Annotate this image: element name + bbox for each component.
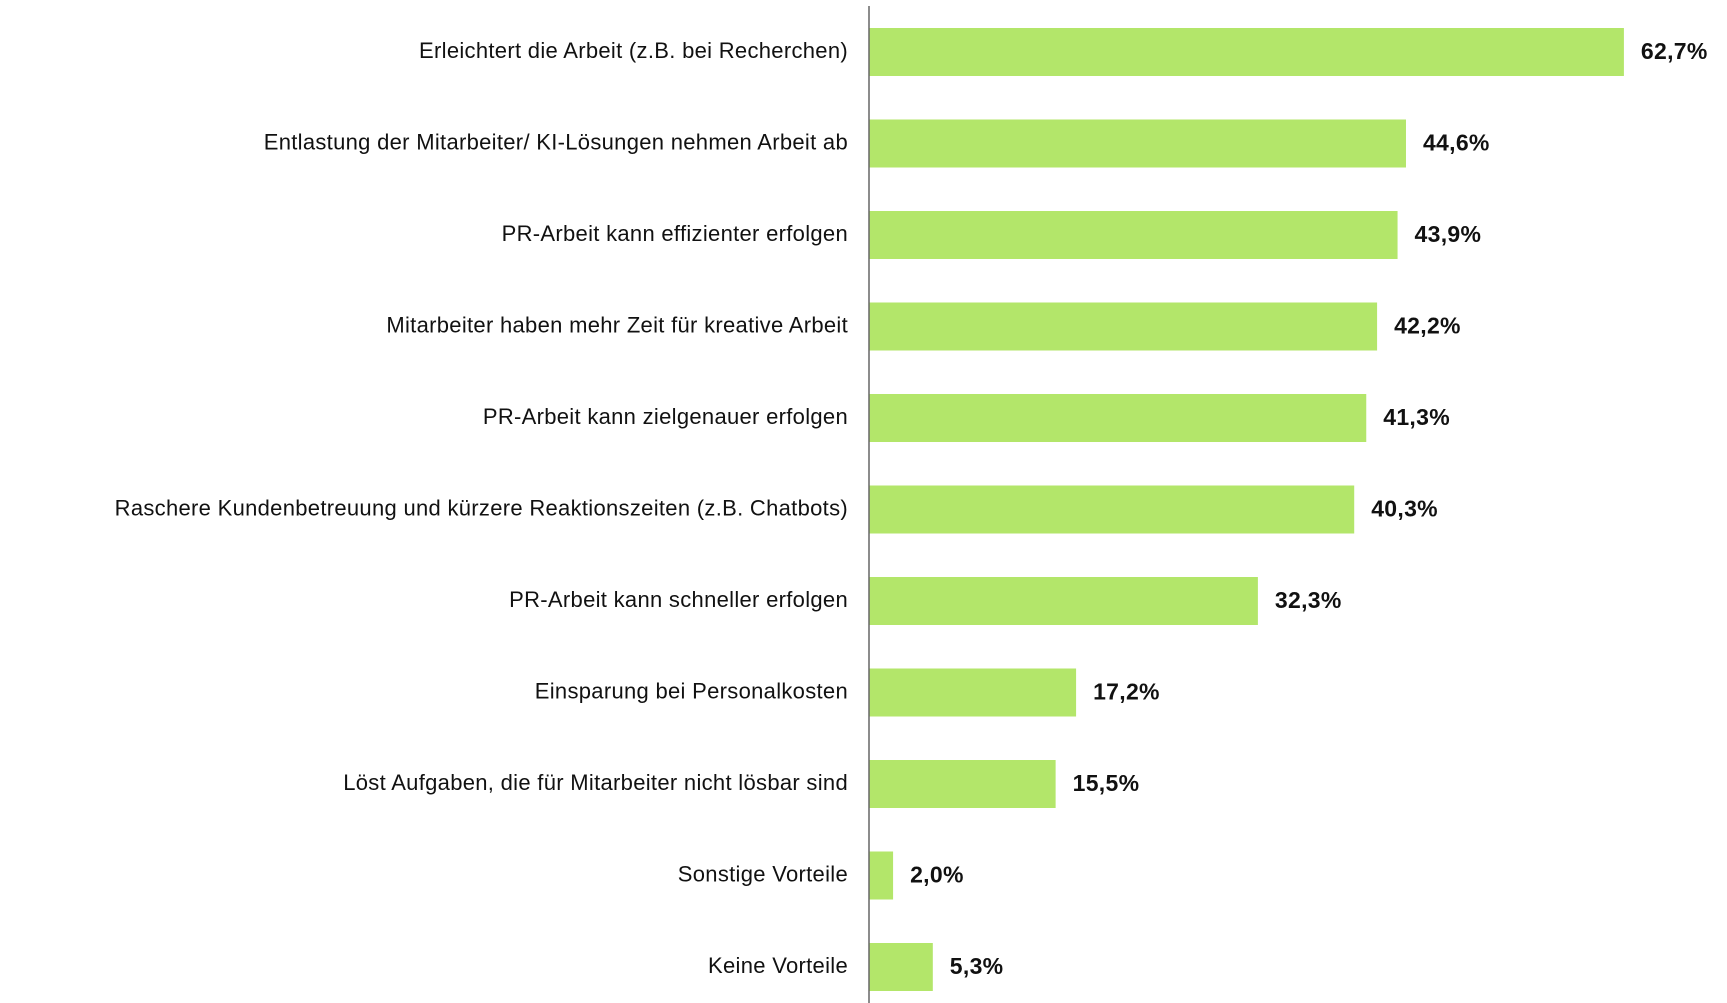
category-label: Einsparung bei Personalkosten: [535, 678, 848, 703]
bar: [869, 394, 1367, 442]
value-label: 43,9%: [1415, 221, 1482, 247]
value-label: 42,2%: [1394, 313, 1461, 339]
category-label: Sonstige Vorteile: [678, 861, 848, 886]
category-label: PR-Arbeit kann zielgenauer erfolgen: [483, 404, 848, 429]
category-label: Entlastung der Mitarbeiter/ KI-Lösungen …: [264, 129, 848, 154]
category-label: Löst Aufgaben, die für Mitarbeiter nicht…: [343, 770, 848, 795]
value-label: 41,3%: [1383, 404, 1450, 430]
bar: [869, 28, 1624, 76]
bar: [869, 668, 1077, 717]
value-label: 5,3%: [950, 953, 1004, 979]
value-label: 44,6%: [1423, 130, 1490, 156]
bar: [869, 302, 1378, 351]
value-label: 17,2%: [1093, 679, 1160, 705]
bar: [869, 760, 1056, 808]
value-label: 2,0%: [910, 862, 964, 888]
bar: [869, 577, 1258, 625]
category-label: Raschere Kundenbetreuung und kürzere Rea…: [115, 495, 848, 520]
category-label: PR-Arbeit kann schneller erfolgen: [509, 587, 848, 612]
value-label: 62,7%: [1641, 38, 1708, 64]
category-label: Keine Vorteile: [708, 953, 848, 978]
bar: [869, 851, 894, 900]
value-label: 40,3%: [1371, 496, 1438, 522]
bar: [869, 943, 933, 991]
category-label: PR-Arbeit kann effizienter erfolgen: [502, 221, 848, 246]
category-label: Erleichtert die Arbeit (z.B. bei Recherc…: [419, 38, 848, 63]
category-label: Mitarbeiter haben mehr Zeit für kreative…: [386, 312, 848, 337]
value-label: 15,5%: [1073, 770, 1140, 796]
bar: [869, 485, 1355, 534]
bar: [869, 119, 1406, 168]
value-label: 32,3%: [1275, 587, 1342, 613]
bar: [869, 211, 1398, 259]
